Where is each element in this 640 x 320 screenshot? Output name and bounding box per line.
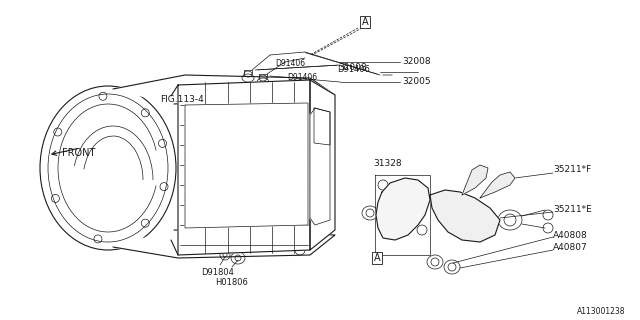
Text: A: A [374, 253, 380, 263]
Polygon shape [310, 80, 335, 250]
Polygon shape [376, 178, 430, 240]
Text: D91804: D91804 [202, 268, 234, 277]
Text: H01806: H01806 [216, 278, 248, 287]
Text: A113001238: A113001238 [577, 307, 625, 316]
Text: 32005: 32005 [402, 77, 431, 86]
Text: D91406: D91406 [275, 59, 305, 68]
Text: A40807: A40807 [553, 244, 588, 252]
Text: 35211*E: 35211*E [553, 205, 592, 214]
Polygon shape [310, 108, 330, 225]
Text: 31328: 31328 [374, 159, 403, 168]
Polygon shape [480, 172, 515, 198]
Polygon shape [113, 230, 335, 258]
Text: A40808: A40808 [553, 230, 588, 239]
Text: FRONT: FRONT [62, 148, 95, 158]
Text: 32008: 32008 [402, 58, 431, 67]
Polygon shape [178, 80, 310, 255]
Text: FIG.113-4: FIG.113-4 [160, 95, 204, 104]
Text: 35211*F: 35211*F [553, 165, 591, 174]
Polygon shape [430, 190, 500, 242]
Polygon shape [462, 165, 488, 195]
Polygon shape [185, 103, 308, 228]
Text: D91406: D91406 [287, 73, 317, 82]
Polygon shape [314, 108, 330, 145]
Polygon shape [113, 75, 335, 104]
Text: 32008: 32008 [338, 63, 367, 73]
Text: A: A [362, 17, 368, 27]
Text: D91406: D91406 [337, 66, 370, 75]
Ellipse shape [40, 86, 176, 250]
